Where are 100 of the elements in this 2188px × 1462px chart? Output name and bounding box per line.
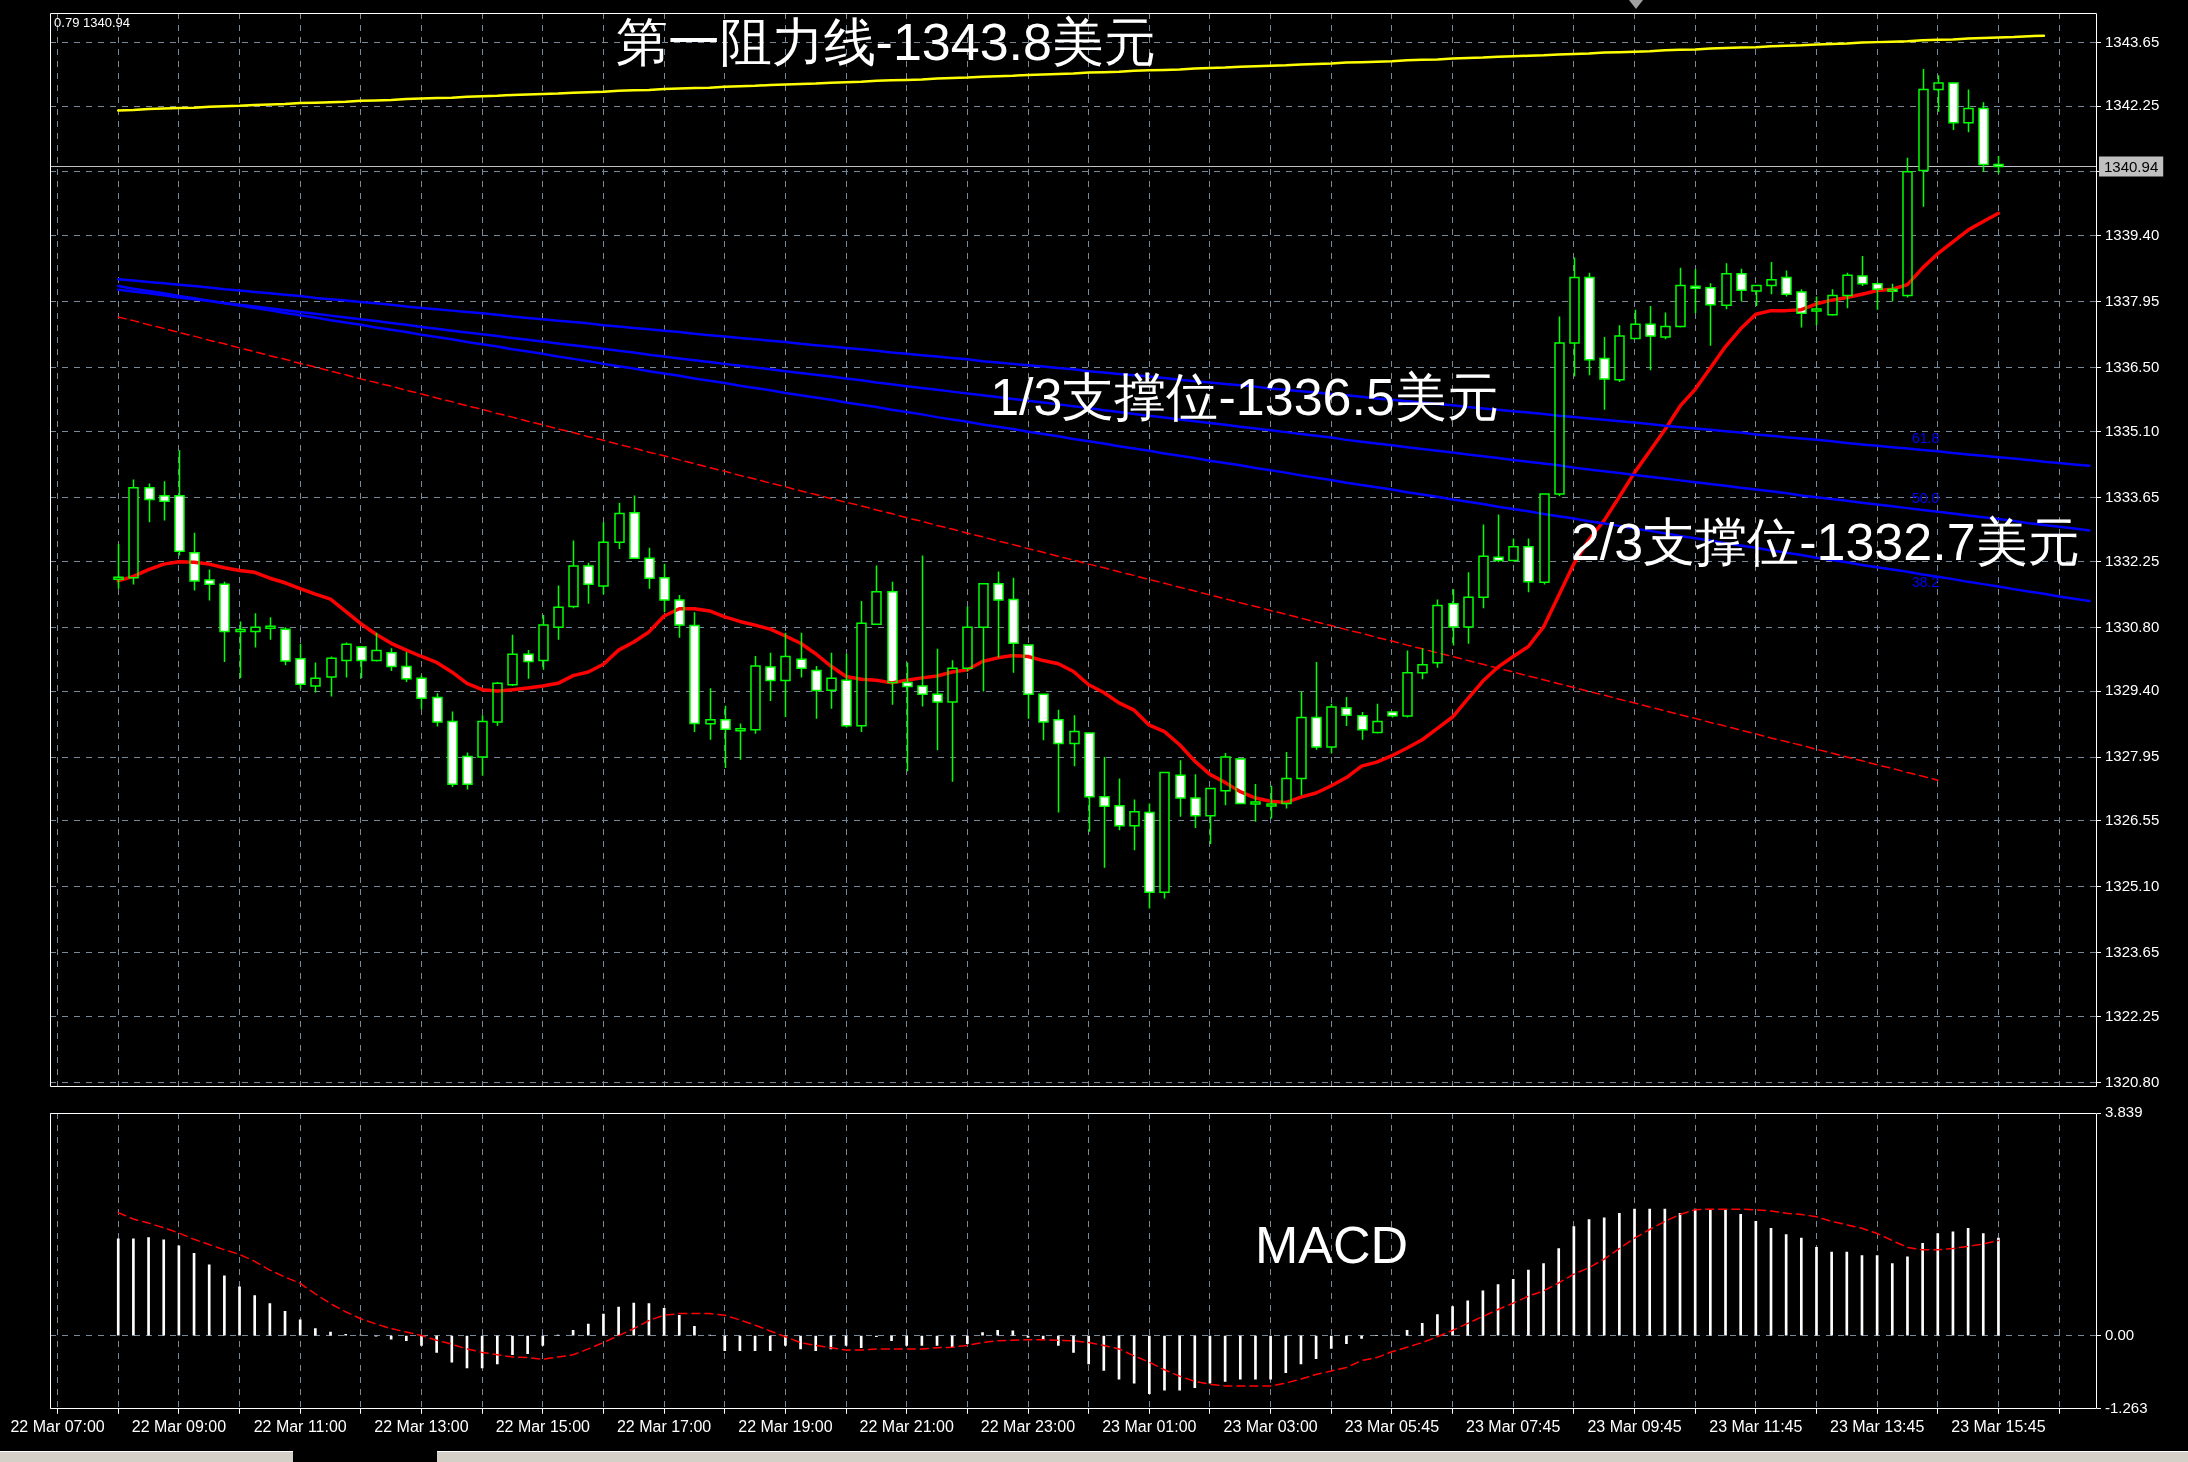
y-tick-label: 1332.25 [2105,551,2160,569]
bar [1193,1335,1197,1389]
x-tick-label: 23 Mar 15:45 [1951,1417,2046,1435]
y-tick-label: 1342.25 [2105,96,2160,114]
y-tick-label: 1337.95 [2105,292,2160,310]
bar [1254,1335,1257,1380]
bar [1072,1335,1075,1353]
x-tick-label: 22 Mar 23:00 [980,1417,1076,1435]
series-label: 50.0 [1912,489,1940,506]
bar [1269,1335,1272,1380]
annotation: 第一阻力线-1343.8美元 [615,12,1156,71]
bar [223,1275,226,1336]
bar [1466,1300,1470,1336]
bar [890,1335,893,1342]
x-tick-label: 23 Mar 07:45 [1466,1417,1561,1435]
x-tick-label: 23 Mar 05:45 [1344,1417,1440,1435]
bar [511,1335,514,1356]
bar [1557,1248,1561,1336]
bar [586,1323,590,1336]
bar [1511,1279,1515,1336]
bar [723,1335,727,1351]
bar [1981,1233,1985,1336]
bar [1163,1335,1166,1391]
bar [162,1239,166,1336]
bar [981,1332,984,1336]
bar [329,1331,332,1336]
bar [1739,1214,1742,1336]
y-tick-label: 1343.65 [2105,32,2160,50]
x-tick-label: 22 Mar 09:00 [131,1417,227,1435]
y-tick-label: 1329.40 [2105,681,2160,699]
bar [1709,1209,1712,1336]
x-tick-label: 22 Mar 19:00 [738,1417,833,1435]
bar [420,1335,423,1346]
bar [1890,1263,1894,1336]
bar [1602,1217,1606,1336]
bar [450,1335,454,1363]
y-tick-label: 1325.10 [2105,876,2160,894]
bar [1936,1233,1940,1336]
bar [966,1335,969,1345]
bar [541,1335,545,1346]
bar [314,1328,317,1336]
y-tick-label: 1335.10 [2105,421,2160,439]
bar [1284,1335,1288,1374]
y-tick-label: 1336.50 [2105,358,2160,376]
x-tick-label: 22 Mar 11:00 [253,1417,347,1435]
y-tick-label: 1339.40 [2105,226,2160,244]
bar [1542,1263,1545,1336]
bar [1618,1212,1621,1336]
bar [859,1335,863,1349]
bar [677,1314,681,1336]
y-tick-label: -1.263 [2105,1398,2148,1416]
bar [632,1302,636,1336]
y-tick-label: 1327.95 [2105,747,2160,765]
bar [1147,1335,1151,1394]
bar [1057,1335,1060,1346]
bar [1906,1256,1909,1336]
bar [526,1335,529,1354]
x-tick-label: 23 Mar 13:45 [1830,1417,1925,1435]
bar [1845,1251,1849,1336]
bar [1815,1247,1818,1336]
ref-line-label: 1340.94 [2104,157,2159,175]
x-tick-label: 23 Mar 01:00 [1102,1417,1197,1435]
bar [1436,1314,1439,1336]
series-label: 61.8 [1912,429,1940,446]
x-tick-label: 23 Mar 11:45 [1709,1417,1803,1435]
bar [1329,1335,1333,1349]
annotation: MACD [1254,1215,1408,1274]
bar [1799,1237,1803,1336]
y-tick-label: 1330.80 [2105,617,2160,635]
x-tick-label: 23 Mar 09:45 [1587,1417,1682,1435]
x-tick-label: 22 Mar 15:00 [495,1417,591,1435]
bar [405,1335,408,1342]
bar [435,1335,438,1353]
bar [1724,1209,1727,1336]
bar [905,1335,909,1346]
x-tick-label: 23 Mar 03:00 [1223,1417,1318,1435]
bar [1360,1335,1363,1339]
bar [207,1264,211,1336]
x-tick-label: 22 Mar 07:00 [10,1417,105,1435]
bar [1451,1306,1454,1336]
bar [799,1335,802,1350]
bar [1633,1208,1636,1336]
y-tick-label: 3.839 [2105,1103,2143,1121]
bar [996,1330,1000,1336]
bar [238,1286,241,1336]
series-label: 38.2 [1912,573,1940,590]
bar [814,1335,818,1351]
annotation: 0.79 1340.94 [54,15,130,31]
bar [768,1335,772,1351]
y-tick-label: 1322.25 [2105,1006,2160,1024]
bar [1693,1208,1697,1336]
bar [1648,1208,1652,1336]
bar [1921,1243,1924,1336]
bar [693,1325,696,1336]
y-tick-label: 1326.55 [2105,810,2160,828]
bar [1238,1335,1242,1380]
bar [147,1237,150,1336]
bar [1102,1335,1106,1371]
y-tick-label: 1320.80 [2105,1072,2160,1090]
y-tick-label: 1323.65 [2105,942,2160,960]
